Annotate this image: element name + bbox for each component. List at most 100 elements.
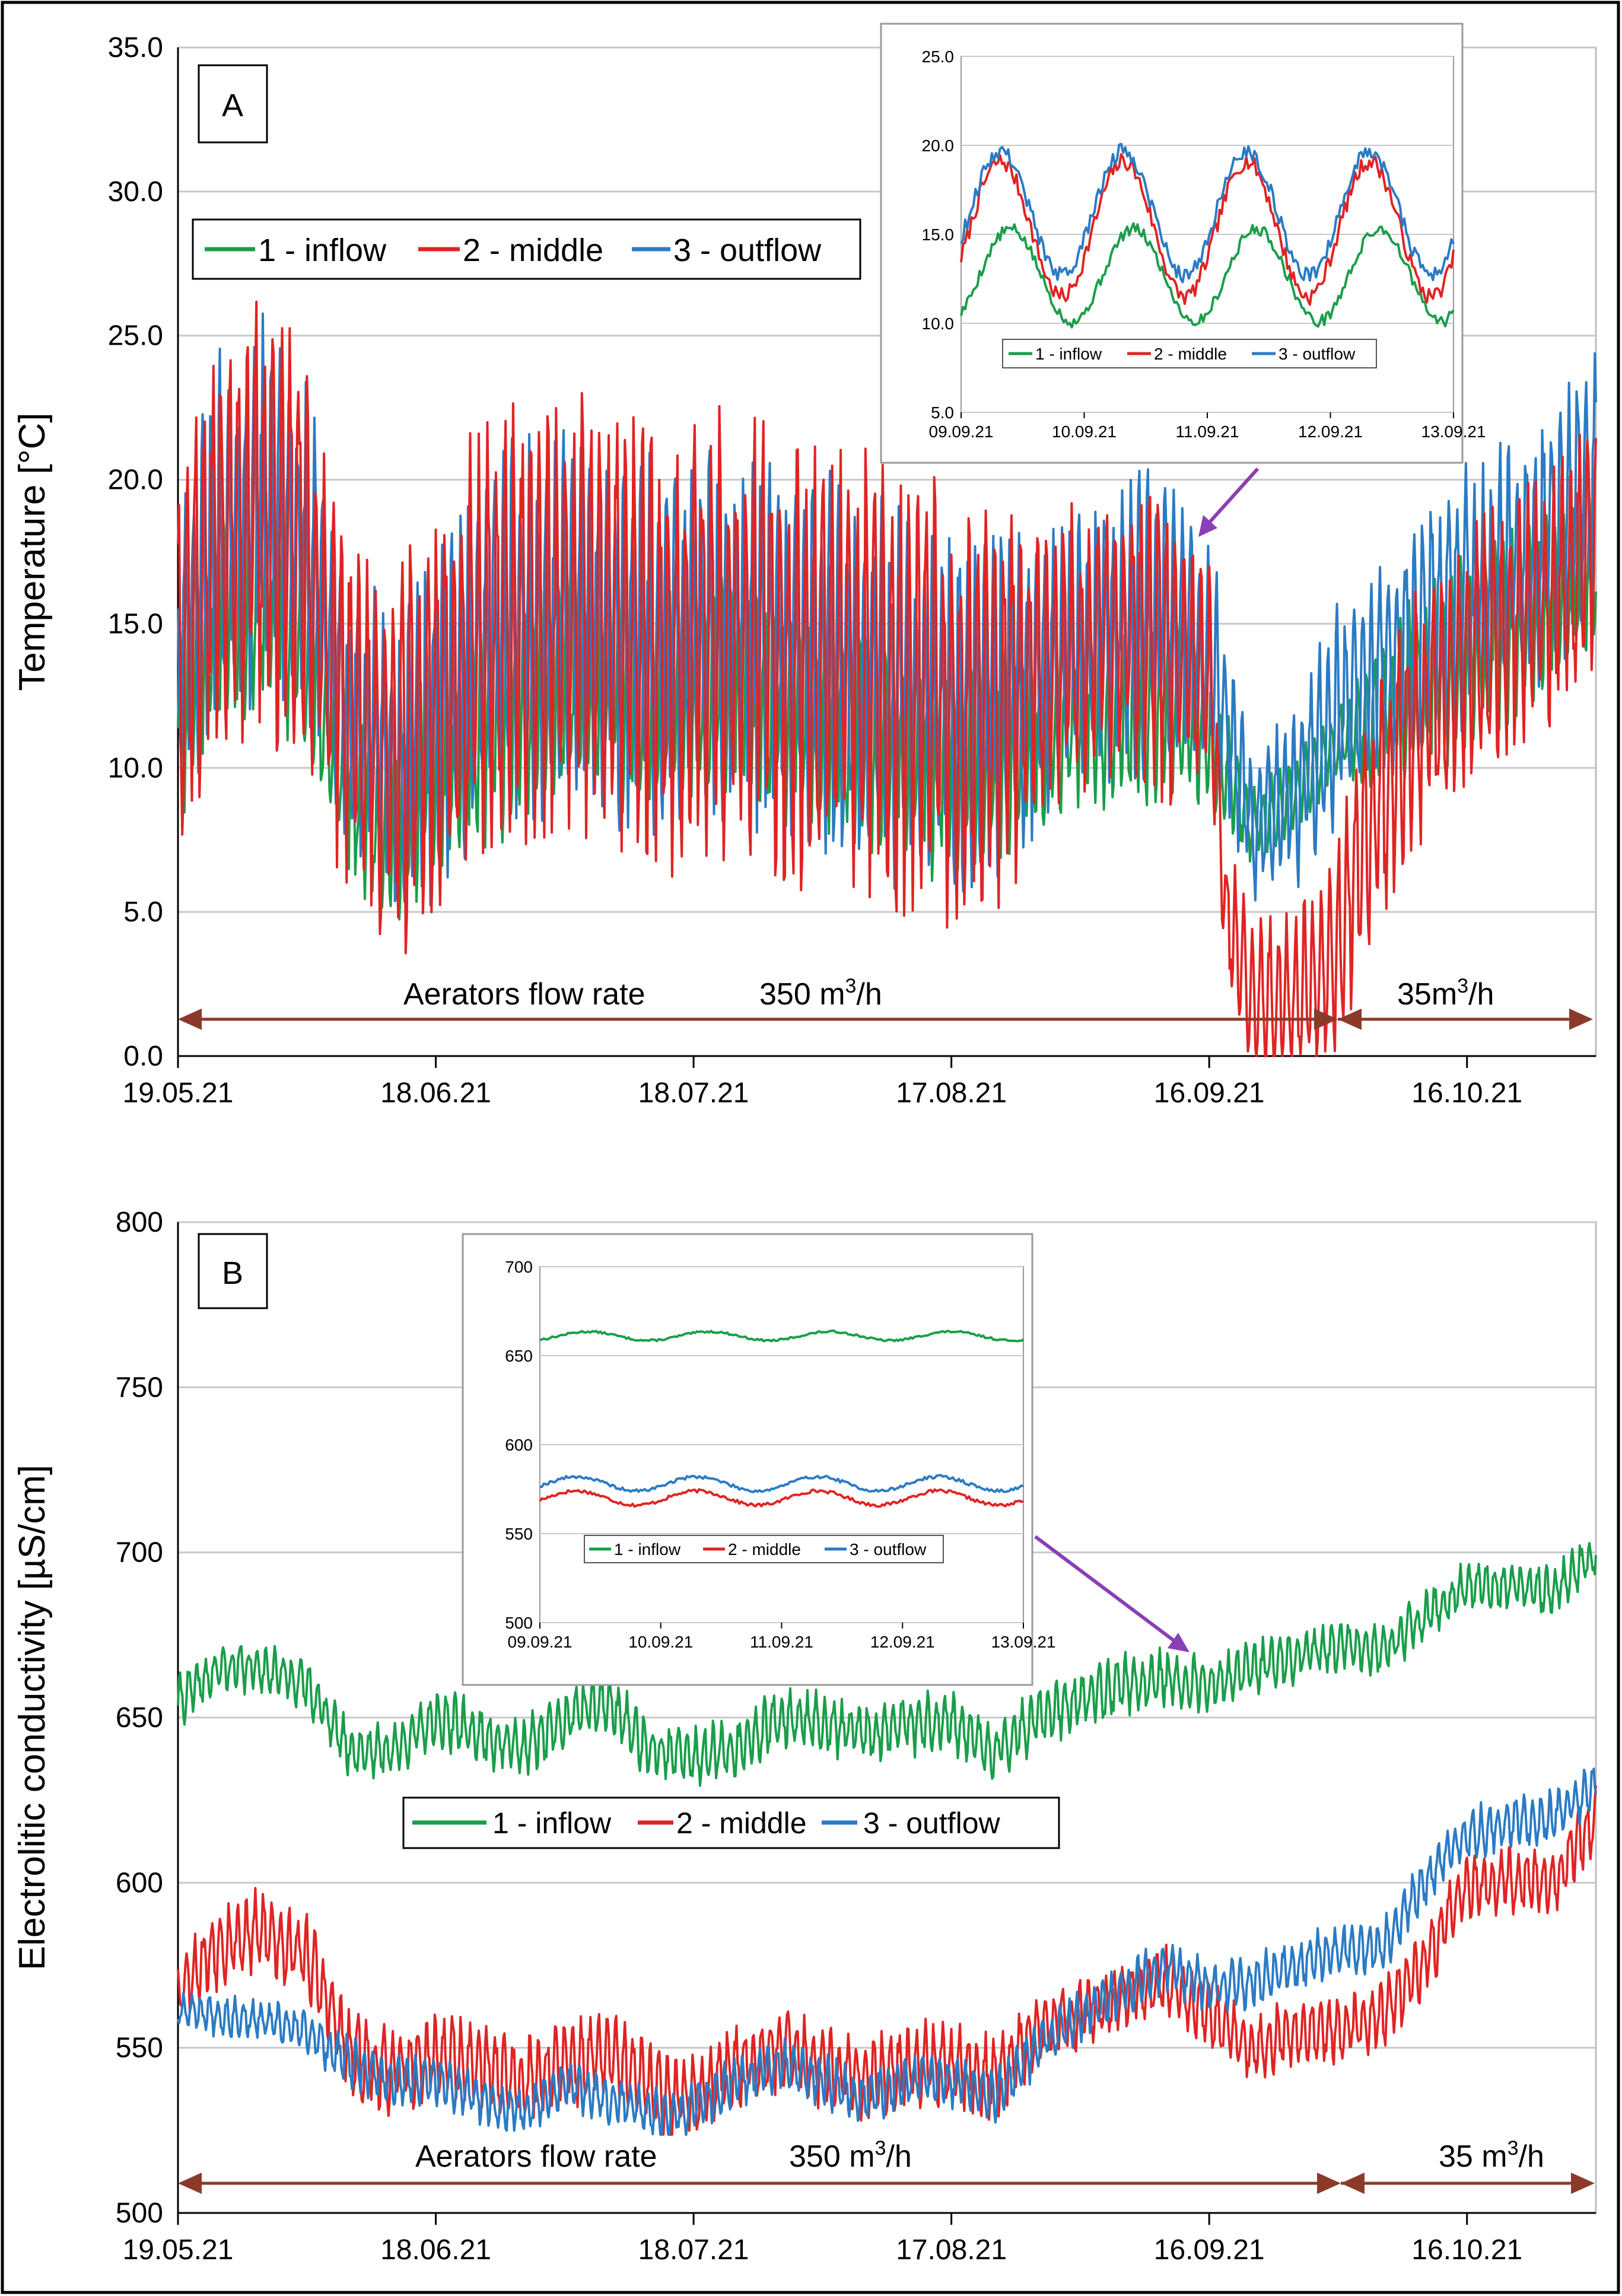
- panel-a-flow-35-main: 35m: [1397, 977, 1457, 1012]
- panel-a-label: A: [222, 88, 243, 123]
- panel-b-legend-outflow: 3 - outflow: [863, 1807, 1001, 1840]
- panel-b-inset-series-lines: [539, 1330, 1025, 1508]
- panel-a-inset-series-outflow: [960, 142, 1455, 284]
- panel-a-callout-arrow: [1203, 467, 1260, 530]
- panel-b-inset-y-tick-label: 500: [505, 1614, 533, 1632]
- panel-b-flow-rate-label: Aerators flow rate: [415, 2139, 657, 2174]
- panel-b-legend-middle: 2 - middle: [676, 1807, 807, 1840]
- panel-b-y-tick-label: 750: [116, 1372, 163, 1403]
- panel-b-y-tick-label: 650: [116, 1702, 163, 1734]
- panel-a-inset-legend-box: [1002, 339, 1377, 368]
- panel-b-flow-35-sup: 3: [1507, 2137, 1519, 2160]
- panel-b-flow-35-bg: [1430, 2136, 1578, 2171]
- panel-b-inset-legend-outflow: 3 - outflow: [850, 1540, 927, 1559]
- panel-b-flow-35-label: 35 m3/h: [1439, 2137, 1544, 2174]
- panel-a-label-box: [198, 64, 268, 144]
- panel-a-legend-middle: 2 - middle: [463, 233, 603, 268]
- panel-b-arrowhead-left: [178, 2173, 202, 2194]
- panel-a-y-tick-label: 10.0: [108, 752, 163, 784]
- panel-b-inset-legend-middle: 2 - middle: [728, 1540, 801, 1559]
- panel-a-chart: 0.05.010.015.020.025.030.035.0 19.05.21 1…: [12, 23, 1597, 1109]
- panel-a-flow-35-label: 35m3/h: [1397, 975, 1494, 1012]
- panel-b-inset-y-tick-label: 600: [505, 1436, 533, 1454]
- panel-b-x-tick-label: 19.05.21: [123, 2234, 234, 2266]
- panel-a-legend-inflow: 1 - inflow: [258, 233, 387, 268]
- panel-a-inset-series-inflow: [960, 222, 1455, 329]
- panel-a-x-tick-label: 18.07.21: [638, 1077, 749, 1109]
- panel-a-inset-x-tick-label: 09.09.21: [929, 422, 994, 441]
- panel-a-inset-y-tick-labels: 5.0 10.0 15.0 20.0 25.0: [922, 47, 955, 422]
- panel-a-flow-35-bg: [1388, 973, 1525, 1009]
- panel-a-x-tick-labels: 19.05.21 18.06.21 18.07.21 17.08.21 16.09.21…: [123, 1056, 1522, 1109]
- panel-b-arrowhead-mid-left: [1341, 2173, 1365, 2194]
- panel-b-chart: 500 550 600 650 700 750 800 19.05.21 18.06.21 18…: [12, 1207, 1597, 2266]
- panel-b-series-inflow: [177, 1542, 1597, 1787]
- panel-a-inset-x-tick-labels: 09.09.21 10.09.21 11.09.21 12.09.21 13.09.21: [929, 412, 1486, 441]
- panel-b-inset-y-tick-label: 650: [505, 1347, 533, 1365]
- panel-a-inset-y-tick-label: 5.0: [931, 403, 954, 422]
- panel-a-y-tick-label: 5.0: [123, 896, 163, 928]
- panel-b-series-middle: [177, 1785, 1597, 2138]
- panel-a-arrowhead-left: [178, 1009, 202, 1030]
- panel-b-arrowhead-mid-right: [1317, 2173, 1341, 2194]
- panel-b-x-tick-label: 18.06.21: [380, 2234, 491, 2266]
- panel-b-y-tick-label: 800: [116, 1207, 163, 1238]
- panel-b-flow-350-main: 350 m: [789, 2139, 875, 2174]
- panel-a-y-tick-label: 25.0: [108, 320, 163, 352]
- panel-b-y-tick-label: 550: [116, 2033, 163, 2064]
- panel-a-inset-x-tick-label: 11.09.21: [1176, 422, 1239, 441]
- panel-b-inset-x-tick-label: 09.09.21: [508, 1633, 573, 1651]
- panel-b-legend-inflow: 1 - inflow: [492, 1807, 612, 1840]
- panel-b-x-tick-label: 17.08.21: [896, 2234, 1007, 2266]
- panel-a-arrowhead-right: [1569, 1009, 1593, 1030]
- panel-b-callout-arrowhead: [1168, 1633, 1190, 1652]
- panel-b-inset-y-tick-label: 550: [505, 1525, 533, 1543]
- panel-a-inset-series-middle: [960, 153, 1455, 306]
- panel-b-inset-x-tick-label: 12.09.21: [870, 1633, 935, 1651]
- panel-a-inset-legend-inflow: 1 - inflow: [1035, 345, 1102, 363]
- panel-a-x-tick-label: 16.10.21: [1411, 1077, 1522, 1109]
- panel-b-flow-annotation: Aerators flow rate 350 m3/h 35 m3/h: [178, 2136, 1595, 2194]
- panel-a-y-tick-label: 35.0: [108, 32, 163, 63]
- panel-a-flow-annotation: Aerators flow rate 350 m3/h 35m3/h: [178, 973, 1593, 1030]
- panel-b-x-tick-label: 18.07.21: [638, 2234, 749, 2266]
- panel-a-flow-label-bg: [392, 973, 937, 1009]
- panel-a-y-axis-label: Temperature [°C]: [12, 412, 53, 691]
- panel-a-inset-y-tick-label: 15.0: [922, 225, 955, 244]
- panel-a-flow-350-unit: /h: [856, 977, 882, 1012]
- panel-b-inset-legend-box: [584, 1535, 944, 1563]
- panel-b-inset-x-tick-label: 10.09.21: [628, 1633, 693, 1651]
- panel-a-flow-350-main: 350 m: [759, 977, 845, 1012]
- panel-b-flow-35-main: 35 m: [1439, 2139, 1507, 2174]
- panel-b-inset-x-tick-label: 11.09.21: [750, 1633, 813, 1651]
- panel-a-y-tick-label: 30.0: [108, 176, 163, 208]
- panel-b-flow-350-unit: /h: [886, 2139, 911, 2174]
- panel-a-inset-legend-outflow: 3 - outflow: [1278, 345, 1356, 363]
- panel-a-x-tick-label: 16.09.21: [1154, 1077, 1265, 1109]
- panel-a-y-tick-label: 15.0: [108, 608, 163, 640]
- panel-b-x-tick-label: 16.09.21: [1154, 2234, 1265, 2266]
- panel-a-inset-y-tick-label: 10.0: [922, 314, 955, 333]
- panel-b-series-lines: [177, 1542, 1597, 2141]
- panel-b-inset-series-middle: [539, 1488, 1024, 1508]
- panel-b-flow-350-sup: 3: [875, 2137, 886, 2160]
- panel-b-x-tick-labels: 19.05.21 18.06.21 18.07.21 17.08.21 16.09.21…: [123, 2213, 1522, 2266]
- panel-b-callout-arrow: [1034, 1535, 1179, 1645]
- panel-a-x-tick-label: 17.08.21: [896, 1077, 1007, 1109]
- panel-b-label: B: [222, 1255, 243, 1291]
- panel-b-inset-series-outflow: [539, 1474, 1024, 1493]
- panel-a-inset-x-tick-label: 12.09.21: [1298, 422, 1363, 441]
- panel-a-series-lines: [177, 300, 1597, 1057]
- panel-a-x-tick-label: 19.05.21: [123, 1077, 234, 1109]
- panel-b-gridlines: [177, 1221, 1596, 2214]
- panel-b-flow-350-label: 350 m3/h: [789, 2137, 912, 2174]
- panel-a-arrowhead-mid-left: [1338, 1009, 1362, 1030]
- panel-a-x-tick-label: 18.06.21: [380, 1077, 491, 1109]
- panel-b-inset-y-tick-label: 700: [505, 1258, 533, 1276]
- panel-a-y-tick-label: 0.0: [123, 1041, 163, 1072]
- panel-a-y-tick-label: 20.0: [108, 465, 163, 496]
- panel-b-inset-series-inflow: [539, 1330, 1025, 1343]
- panel-a-inset-series-lines: [960, 142, 1455, 329]
- panel-b-inset-x-tick-label: 13.09.21: [991, 1633, 1056, 1651]
- panel-b-legend-box: [402, 1796, 1060, 1849]
